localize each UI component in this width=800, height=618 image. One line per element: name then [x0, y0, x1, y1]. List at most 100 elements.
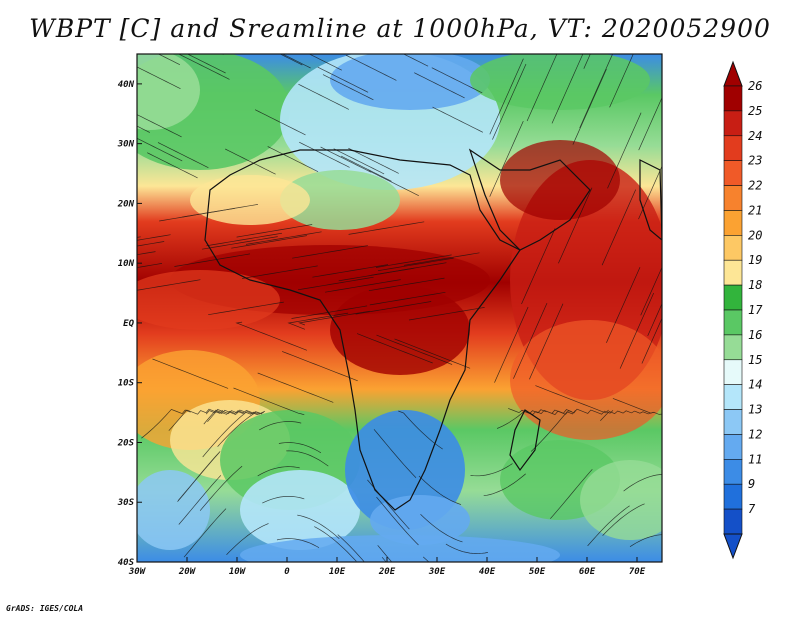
streamline [355, 301, 432, 315]
colorbar-segment [723, 309, 743, 336]
streamline [526, 54, 558, 122]
streamline [470, 463, 513, 477]
streamline [496, 409, 547, 429]
colorbar-segment [723, 409, 743, 435]
colorbar-label: 25 [748, 104, 762, 118]
colorbar-label: 7 [748, 502, 756, 516]
streamline [325, 279, 401, 293]
streamline [403, 252, 480, 266]
streamline [483, 473, 526, 497]
streamline [640, 266, 662, 316]
streamline [298, 83, 349, 110]
streamline [314, 526, 357, 562]
streamline [340, 155, 392, 182]
streamline [137, 234, 171, 241]
streamline [137, 114, 182, 138]
streamline [369, 291, 446, 306]
lon-tick-label: 30E [428, 567, 446, 577]
colorbar-label: 23 [748, 154, 762, 168]
streamline [492, 63, 527, 140]
streamline [152, 358, 229, 389]
lon-tick-label: 30W [128, 567, 147, 577]
streamline [276, 538, 320, 549]
colorbar-label: 24 [748, 129, 762, 143]
streamline [606, 267, 641, 343]
lat-tick-label: 20N [117, 199, 135, 209]
streamline [236, 224, 313, 238]
coastline-arabia [468, 148, 591, 251]
coastline-madagascar [509, 409, 541, 472]
streamline [638, 96, 662, 151]
streamline [186, 54, 226, 74]
streamline [137, 236, 141, 238]
streamline [322, 74, 374, 101]
colorbar-label: 9 [748, 477, 755, 491]
streamline [530, 410, 576, 452]
streamline [202, 236, 278, 250]
streamline [137, 251, 156, 256]
lat-tick-label: 20S [117, 438, 135, 448]
streamline [513, 302, 548, 379]
streamline [551, 54, 584, 124]
streamline [157, 142, 209, 169]
streamline [638, 165, 662, 220]
coastline-india [639, 159, 662, 241]
lon-tick-label: 50E [529, 567, 546, 577]
streamline [174, 253, 251, 267]
streamline [333, 148, 385, 175]
streamline [235, 321, 308, 351]
streamline [226, 523, 269, 555]
streamline [647, 302, 662, 337]
streamline [602, 503, 645, 536]
streamline [257, 372, 334, 403]
colorbar-segment [723, 85, 743, 112]
streamline [206, 232, 283, 247]
colorbar-label: 14 [748, 378, 762, 392]
streamline [178, 54, 230, 80]
streamline [418, 475, 462, 505]
streamline [245, 231, 322, 245]
streamline [600, 410, 655, 421]
streamline [368, 277, 445, 292]
colorbar-segment [723, 359, 743, 385]
longitude-ticks: 30W 20W 10W 0 10E 20E 30E 40E 50E 60E 70E [128, 557, 646, 577]
streamline [157, 54, 181, 66]
streamline [308, 54, 342, 71]
streamline [348, 147, 399, 174]
streamline [137, 241, 165, 247]
streamline [286, 450, 329, 467]
lon-tick-label: 60E [579, 567, 596, 577]
colorbar-label: 17 [748, 303, 763, 317]
streamline [583, 54, 591, 69]
streamline [159, 208, 235, 222]
streamline [177, 452, 220, 502]
colorbar-segment [723, 235, 743, 261]
streamline [291, 305, 368, 319]
colorbar-label: 20 [748, 228, 762, 242]
streamline [489, 58, 524, 135]
streamline [348, 221, 425, 235]
streamline [147, 152, 198, 179]
wbpt-field [137, 54, 662, 562]
streamline [356, 333, 433, 364]
streamline [242, 265, 318, 279]
lat-tick-label: 40S [118, 558, 135, 568]
streamline [629, 534, 662, 547]
streamline [267, 146, 319, 173]
streamline [641, 317, 662, 364]
colorbar-bottom-arrow [723, 533, 743, 560]
streamline [292, 245, 368, 259]
streamline [607, 112, 642, 189]
streamline [205, 408, 266, 415]
colorbar-segment [723, 185, 743, 211]
streamline [178, 475, 222, 525]
lon-tick-label: 0 [284, 567, 290, 577]
streamline [225, 148, 276, 175]
streamline [579, 54, 613, 129]
streamline [587, 505, 630, 547]
streamline [208, 301, 284, 316]
streamline [529, 303, 564, 380]
streamline [202, 413, 245, 458]
streamline [320, 146, 372, 173]
